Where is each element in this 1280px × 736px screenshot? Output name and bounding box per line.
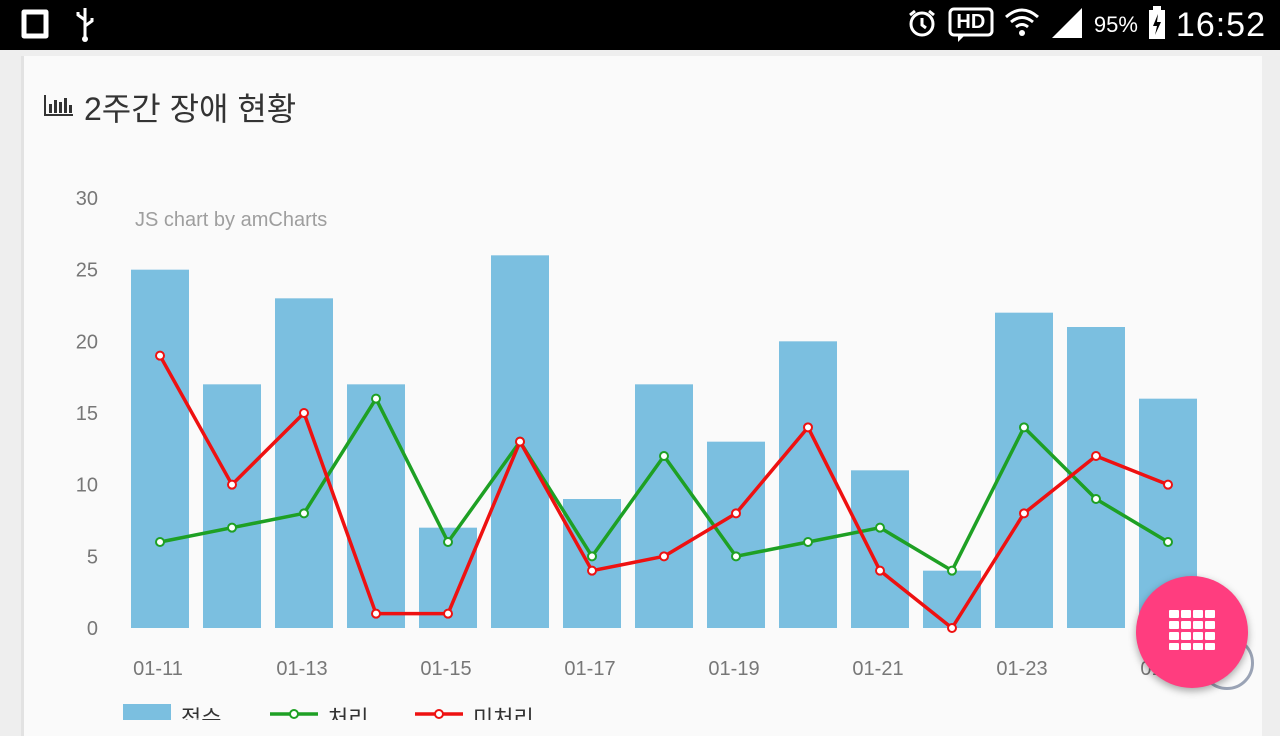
bar-01-23	[995, 312, 1053, 628]
bar-01-13	[275, 298, 333, 628]
point-처리-01-23	[1019, 422, 1029, 433]
hd-call-icon: HD	[948, 7, 994, 43]
point-처리-01-17	[587, 551, 597, 562]
point-처리-01-25	[1163, 537, 1173, 547]
point-미처리-01-20	[803, 422, 813, 433]
point-처리-01-22	[947, 565, 957, 576]
chart: 0 5 10 15 20 25 30 01-11 01-13 01-15 01-17 01-19 01-…	[76, 188, 1197, 720]
legend-label-미처리: 미처리	[473, 706, 534, 720]
y-tick-label: 30	[76, 188, 98, 210]
menu-fab-button[interactable]	[1136, 576, 1248, 688]
y-tick-label: 5	[87, 546, 98, 568]
card-header: 2주간 장애 현황	[44, 84, 296, 130]
point-미처리-01-25	[1163, 479, 1173, 490]
status-bar: HD 95% 16:52	[0, 0, 1280, 50]
bar-01-18	[635, 384, 693, 628]
bar-01-12	[203, 384, 261, 628]
point-미처리-01-11	[155, 350, 165, 361]
point-미처리-01-21	[875, 565, 885, 576]
x-tick-label: 01-13	[276, 658, 327, 680]
bar-01-22	[923, 570, 981, 628]
y-tick-label: 0	[87, 618, 98, 640]
x-tick-label: 01-21	[852, 658, 903, 680]
y-tick-label: 10	[76, 475, 98, 497]
bar-01-11	[131, 269, 189, 628]
alarm-icon	[906, 7, 938, 44]
bar-01-20	[779, 341, 837, 628]
usb-icon	[74, 6, 96, 47]
legend-marker-미처리	[434, 709, 444, 719]
bar-01-14	[347, 384, 405, 628]
point-미처리-01-13	[299, 408, 309, 418]
x-tick-label: 01-19	[708, 658, 759, 680]
legend-swatch-접수	[123, 704, 171, 720]
legend-label-접수: 접수	[181, 706, 221, 720]
app-icon	[18, 6, 52, 47]
bar-chart-icon	[44, 94, 74, 121]
point-미처리-01-22	[947, 623, 957, 633]
point-미처리-01-12	[227, 479, 237, 490]
legend-label-처리: 처리	[328, 706, 368, 720]
point-미처리-01-16	[515, 436, 525, 447]
point-미처리-01-15	[443, 608, 453, 619]
point-처리-01-19	[731, 551, 741, 562]
point-처리-01-21	[875, 522, 885, 533]
y-tick-label: 20	[76, 331, 98, 353]
x-tick-label: 01-23	[996, 658, 1047, 680]
y-tick-label: 25	[76, 260, 98, 282]
chart-credit: JS chart by amCharts	[135, 209, 328, 231]
battery-icon	[1148, 5, 1166, 45]
grid-menu-icon	[1169, 609, 1215, 655]
point-처리-01-11	[155, 537, 165, 547]
x-tick-label: 01-15	[420, 658, 471, 680]
point-처리-01-24	[1091, 494, 1101, 504]
point-처리-01-14	[371, 393, 381, 404]
point-처리-01-20	[803, 537, 813, 547]
x-tick-label: 01-17	[564, 658, 615, 680]
clock: 16:52	[1175, 5, 1266, 44]
point-미처리-01-23	[1019, 508, 1029, 519]
page-title: 2주간 장애 현황	[84, 91, 297, 127]
point-미처리-01-24	[1091, 451, 1101, 461]
y-tick-label: 15	[76, 403, 98, 425]
wifi-icon	[1004, 7, 1040, 44]
bar-01-17	[563, 499, 621, 628]
point-처리-01-12	[227, 522, 237, 533]
point-미처리-01-14	[371, 608, 381, 619]
point-처리-01-18	[659, 451, 669, 461]
legend-marker-처리	[289, 709, 299, 719]
point-처리-01-13	[299, 508, 309, 519]
point-처리-01-15	[443, 537, 453, 547]
signal-icon	[1050, 6, 1084, 45]
bar-01-19	[707, 441, 765, 628]
point-미처리-01-19	[731, 508, 741, 519]
bar-01-21	[851, 470, 909, 628]
x-tick-label: 01-11	[133, 658, 183, 680]
battery-percent: 95%	[1093, 12, 1138, 37]
point-미처리-01-18	[659, 551, 669, 562]
point-미처리-01-17	[587, 565, 597, 576]
